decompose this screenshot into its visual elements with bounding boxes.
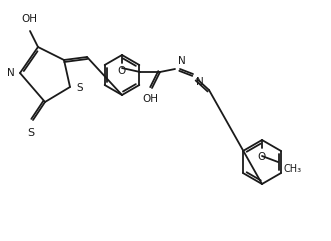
Text: S: S xyxy=(76,83,83,93)
Text: OH: OH xyxy=(142,94,158,104)
Text: CH₃: CH₃ xyxy=(284,164,302,174)
Text: N: N xyxy=(178,56,186,66)
Text: S: S xyxy=(27,128,34,138)
Text: OH: OH xyxy=(21,14,37,24)
Text: O: O xyxy=(258,152,266,162)
Text: N: N xyxy=(196,77,204,87)
Text: N: N xyxy=(7,68,15,78)
Text: O: O xyxy=(118,66,126,76)
